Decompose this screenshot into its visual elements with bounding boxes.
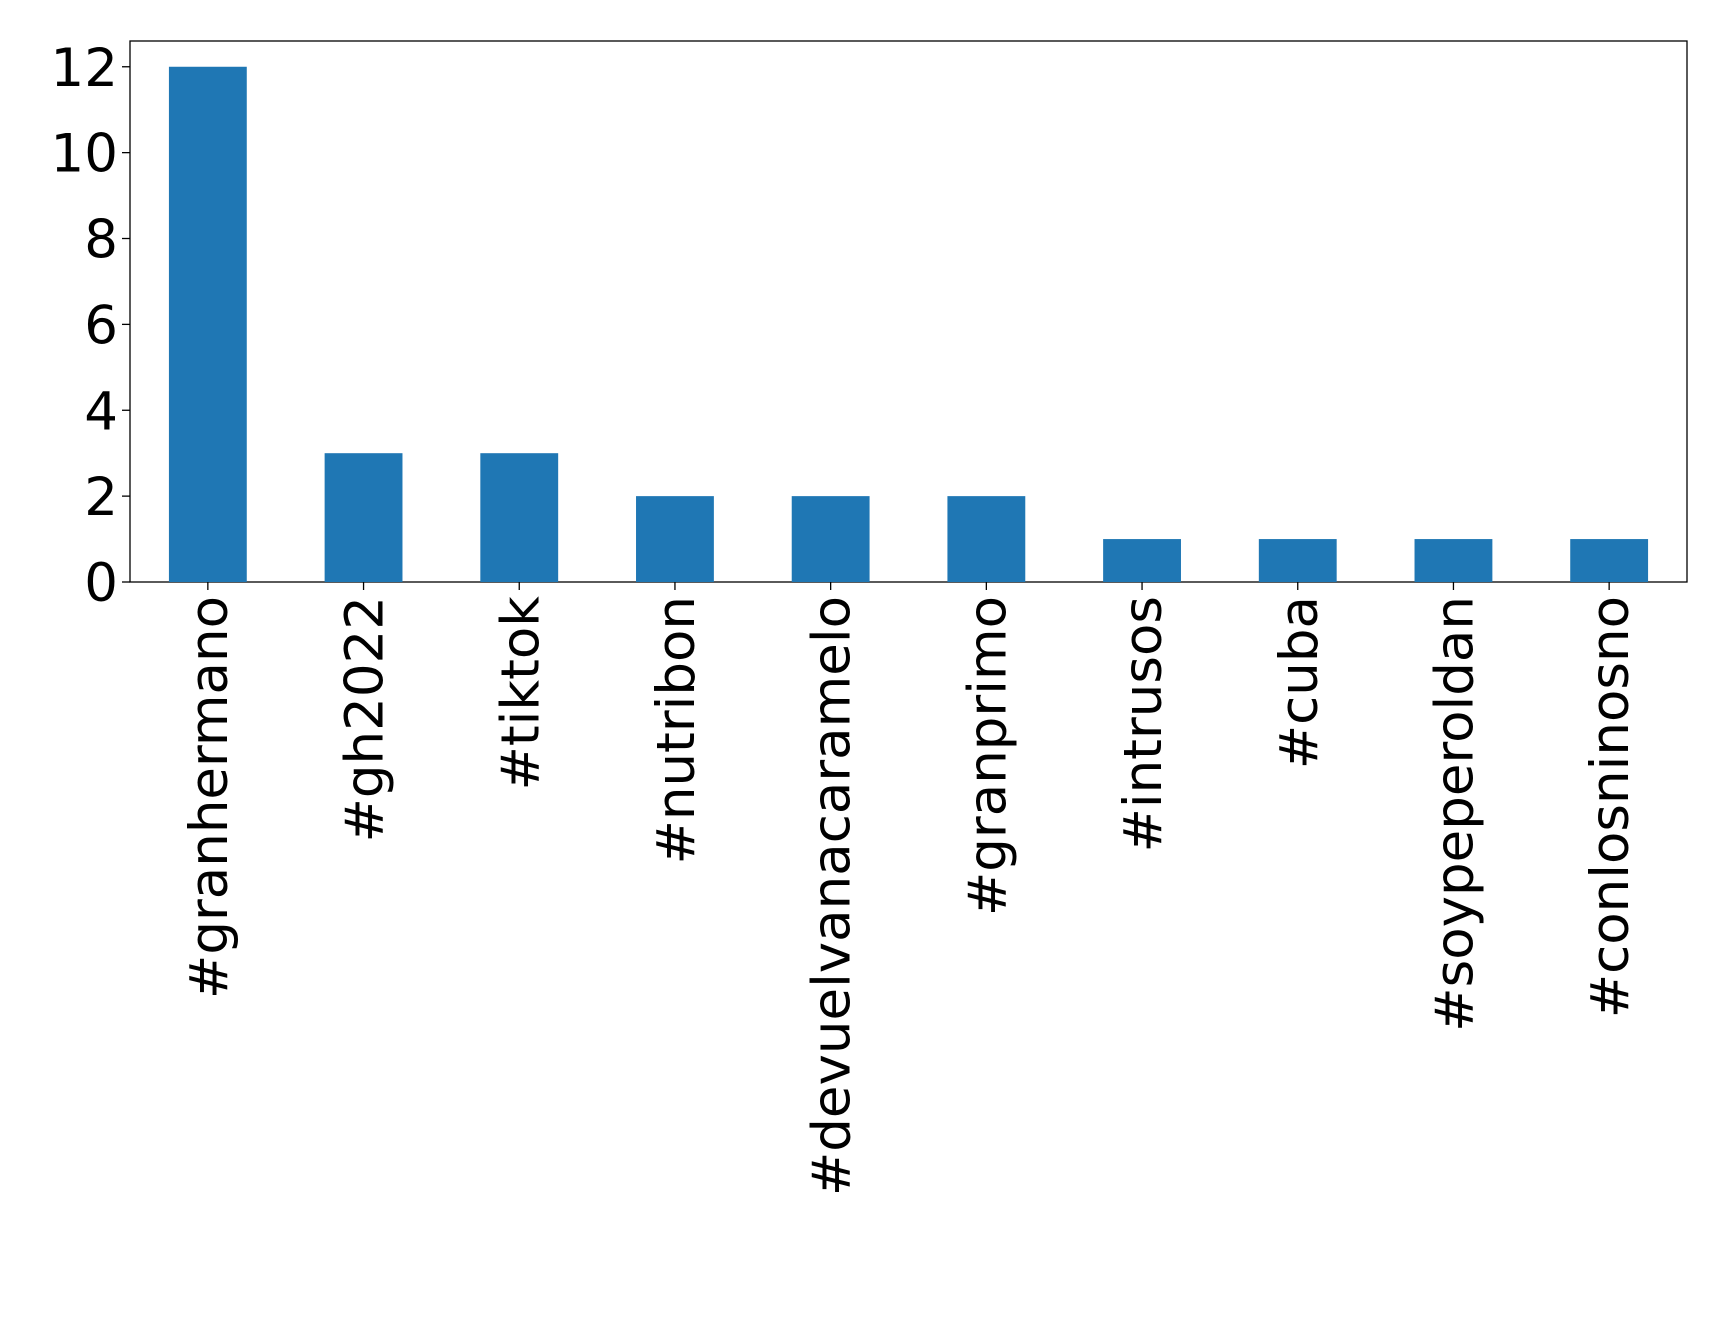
x-tick-label: #tiktok [490, 596, 551, 791]
x-tick-label: #granprimo [957, 596, 1018, 916]
x-tick-label: #soypeperoldan [1424, 596, 1485, 1032]
x-tick-label: #devuelvanacaramelo [802, 596, 863, 1196]
x-tick-label: #nutribon [646, 596, 707, 865]
bar [480, 453, 559, 582]
y-tick-label: 12 [51, 38, 118, 99]
x-tick-label: #granhermano [179, 596, 240, 999]
y-tick-label: 10 [51, 124, 118, 185]
bar [947, 496, 1026, 582]
bar [324, 453, 403, 582]
bar [168, 66, 247, 582]
y-tick-label: 6 [84, 295, 118, 356]
x-tick-label: #gh2022 [335, 596, 396, 843]
x-tick-label: #cuba [1269, 596, 1330, 769]
bar [1570, 539, 1649, 582]
bar [791, 496, 870, 582]
bar [1414, 539, 1493, 582]
y-tick-label: 0 [84, 553, 118, 614]
bar [636, 496, 714, 582]
bar [1103, 539, 1181, 582]
y-tick-label: 2 [84, 467, 118, 528]
y-tick-label: 8 [84, 210, 118, 271]
x-tick-label: #conlosninosno [1580, 596, 1641, 1018]
plot-frame [129, 40, 1688, 583]
y-tick-label: 4 [84, 381, 118, 442]
x-tick-label: #intrusos [1113, 596, 1174, 853]
bar [1258, 539, 1337, 582]
